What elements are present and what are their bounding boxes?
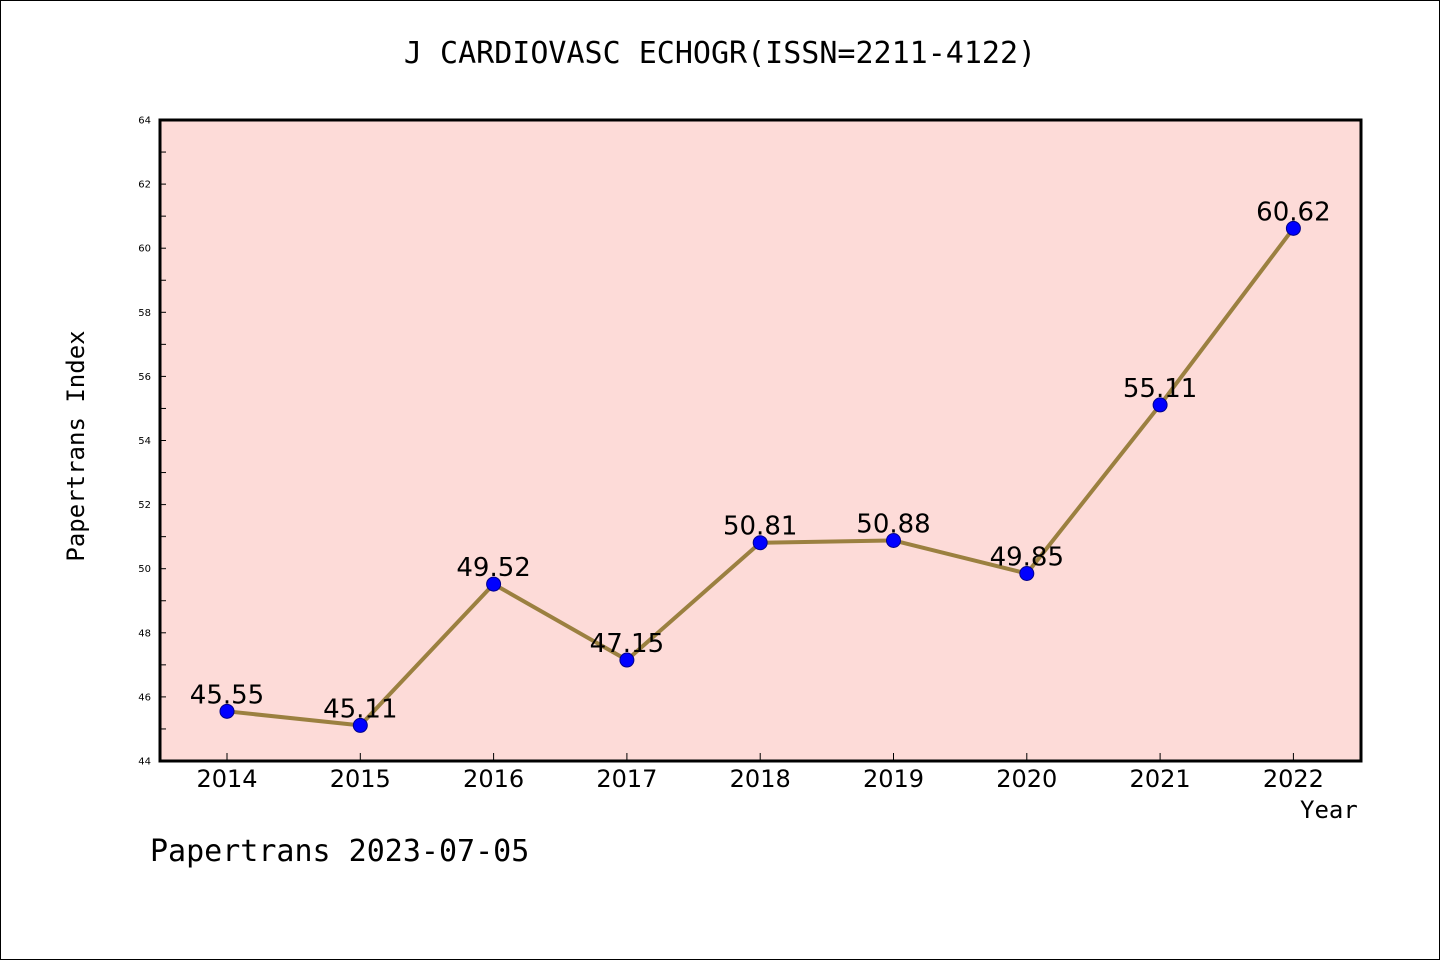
data-label: 47.15: [590, 629, 664, 659]
plot-border: [158, 118, 1363, 763]
data-label: 45.55: [190, 680, 264, 710]
x-tick-label: 2016: [463, 765, 524, 793]
data-point: [1152, 397, 1168, 413]
data-label: 45.11: [323, 694, 397, 724]
data-label: 49.52: [456, 553, 530, 583]
data-labels: 45.55 45.11 49.52 47.15 50.81 50.88 49.85 55.11…: [190, 197, 1331, 724]
y-tick-label: 48: [138, 628, 151, 639]
y-tick-label: 50: [138, 564, 151, 575]
data-label: 60.62: [1256, 197, 1330, 227]
data-point: [619, 652, 635, 668]
data-point: [752, 535, 768, 551]
y-axis-label: Papertrans Index: [62, 330, 90, 562]
x-tick-label: 2017: [596, 765, 657, 793]
x-tick-label: 2018: [730, 765, 791, 793]
x-tick-label: 2014: [196, 765, 257, 793]
data-point: [1019, 566, 1035, 582]
y-tick-label: 52: [138, 500, 151, 511]
x-axis-ticks: 2014 2015 2016 2017 2018 2019 2020 2021 2022: [196, 753, 1324, 793]
data-label: 55.11: [1123, 374, 1197, 404]
x-axis-label: Year: [1300, 796, 1358, 824]
data-point: [1285, 220, 1301, 236]
y-tick-label: 62: [138, 180, 151, 191]
x-tick-label: 2022: [1263, 765, 1324, 793]
y-tick-label: 64: [138, 116, 151, 127]
y-tick-label: 56: [138, 372, 151, 383]
data-label: 50.81: [723, 512, 797, 542]
series-markers: [219, 220, 1301, 733]
x-tick-label: 2019: [863, 765, 924, 793]
y-tick-label: 46: [138, 692, 151, 703]
data-point: [886, 532, 901, 548]
x-tick-label: 2020: [996, 765, 1057, 793]
footer-note: Papertrans 2023-07-05: [150, 834, 530, 869]
y-tick-label: 58: [138, 308, 151, 319]
data-point: [486, 576, 502, 592]
y-tick-label: 44: [138, 757, 151, 768]
chart-title: J CARDIOVASC ECHOGR(ISSN=2211-4122): [403, 36, 1037, 71]
y-tick-label: 54: [138, 436, 151, 447]
y-axis-ticks: 44 46 48 50 52 54 56 58 60 62 64: [138, 116, 166, 768]
x-tick-label: 2021: [1130, 765, 1191, 793]
data-point: [219, 703, 235, 719]
data-point: [352, 717, 368, 733]
y-tick-label: 60: [138, 244, 151, 255]
data-label: 49.85: [990, 543, 1064, 573]
plot-background: [160, 120, 1361, 761]
data-label: 50.88: [856, 509, 930, 539]
x-tick-label: 2015: [330, 765, 391, 793]
